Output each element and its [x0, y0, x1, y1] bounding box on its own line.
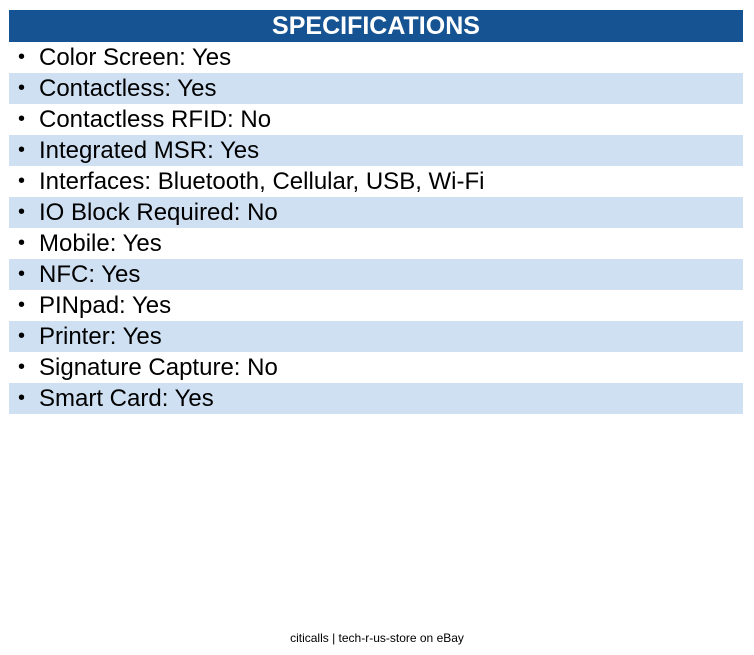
spec-list: Color Screen: YesContactless: YesContact… [9, 42, 743, 414]
spec-item: IO Block Required: No [9, 197, 743, 228]
spec-item: Printer: Yes [9, 321, 743, 352]
spec-item: Integrated MSR: Yes [9, 135, 743, 166]
header-title: SPECIFICATIONS [9, 10, 743, 42]
spec-item: PINpad: Yes [9, 290, 743, 321]
spec-item: Smart Card: Yes [9, 383, 743, 414]
spec-item: NFC: Yes [9, 259, 743, 290]
spec-item: Signature Capture: No [9, 352, 743, 383]
footer-text: citicalls | tech-r-us-store on eBay [290, 631, 464, 645]
spec-item: Interfaces: Bluetooth, Cellular, USB, Wi… [9, 166, 743, 197]
spec-item: Contactless RFID: No [9, 104, 743, 135]
spec-item: Color Screen: Yes [9, 42, 743, 73]
spec-item: Mobile: Yes [9, 228, 743, 259]
spec-item: Contactless: Yes [9, 73, 743, 104]
